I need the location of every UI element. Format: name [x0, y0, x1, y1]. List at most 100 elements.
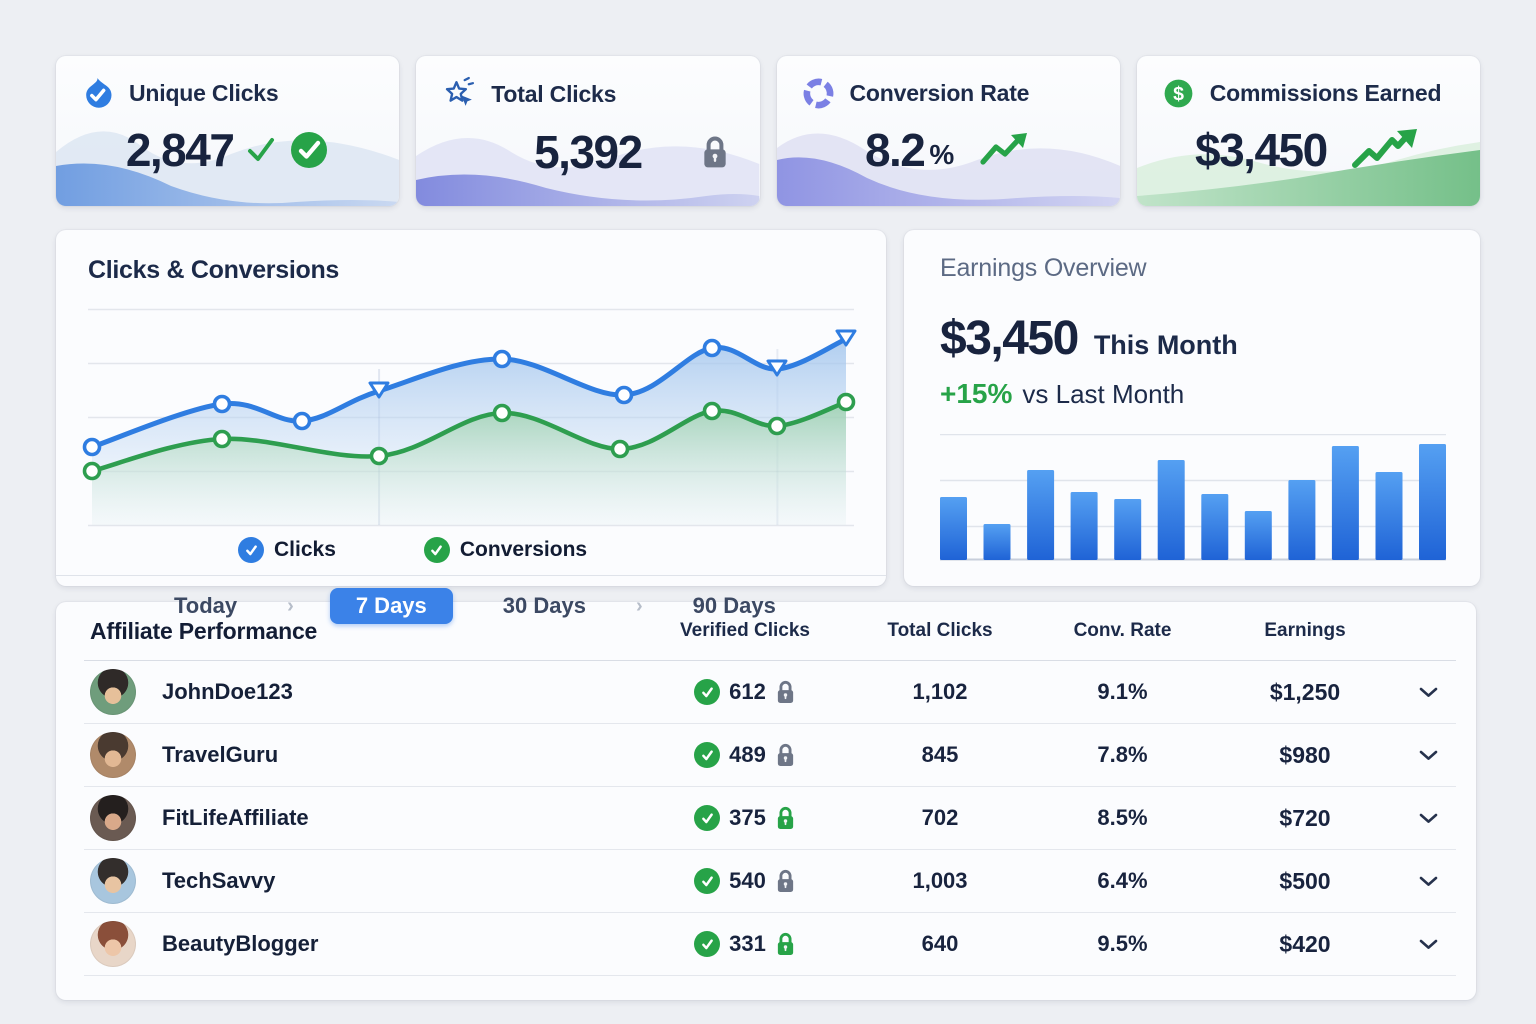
lock-icon [775, 742, 796, 768]
table-row[interactable]: TechSavvy 540 1,003 6.4% $500 [84, 850, 1456, 913]
stat-title: Commissions Earned [1209, 80, 1442, 106]
table-row[interactable]: JohnDoe123 612 1,102 9.1% $1,250 [84, 661, 1456, 724]
main-row: Clicks & Conversions Clicks Conversions [56, 230, 1480, 624]
earnings-value: $980 [1279, 741, 1331, 768]
affiliate-performance-panel: Affiliate Performance Verified Clicks To… [56, 602, 1476, 1000]
verified-check-icon [694, 805, 721, 831]
verified-clicks-value: 612 [729, 679, 766, 704]
lock-icon [775, 931, 796, 957]
avatar [90, 858, 136, 904]
total-clicks-value: 702 [921, 805, 959, 830]
segmented-ring-icon [801, 76, 836, 111]
legend-label: Conversions [459, 538, 588, 561]
lock-icon [775, 679, 796, 705]
table-row[interactable]: FitLifeAffiliate 375 702 8.5% $720 [84, 787, 1456, 850]
legend-label: Clicks [274, 538, 336, 561]
stat-title: Unique Clicks [129, 80, 279, 106]
wave-decoration [776, 133, 1120, 206]
check-badge-icon [289, 130, 329, 170]
svg-text:$: $ [1173, 83, 1184, 105]
lock-icon [700, 134, 730, 170]
verified-check-icon [694, 679, 721, 705]
chart-legend: Clicks Conversions [88, 533, 854, 567]
stat-card-total-clicks: Total Clicks 5,392 [416, 56, 760, 206]
conv-rate-value: 8.5% [1097, 805, 1148, 830]
verified-clicks-value: 331 [729, 931, 766, 956]
avatar [90, 669, 136, 715]
earnings-amount-label: This Month [1093, 330, 1238, 360]
legend-item-clicks[interactable]: Clicks [238, 537, 336, 563]
chevron-right-icon: › [287, 594, 294, 617]
earnings-value: $500 [1279, 867, 1331, 894]
verified-check-icon [694, 868, 721, 894]
affiliate-name: TechSavvy [162, 868, 276, 893]
earnings-amount: $3,450 [940, 312, 1079, 365]
table-title: Affiliate Performance [90, 617, 318, 644]
affiliate-name: FitLifeAffiliate [162, 805, 309, 830]
tab-90-days[interactable]: 90 Days [692, 593, 776, 618]
earnings-delta-label: vs Last Month [1022, 379, 1185, 409]
stat-value: $3,450 [1195, 124, 1328, 176]
chevron-down-icon[interactable] [1400, 939, 1456, 950]
earnings-overview-panel: Earnings Overview $3,450 This Month +15%… [904, 230, 1480, 586]
total-clicks-value: 1,003 [912, 868, 968, 893]
chevron-down-icon[interactable] [1400, 687, 1456, 698]
wave-decoration [416, 137, 760, 206]
table-row[interactable]: BeautyBlogger 331 640 9.5% $420 [84, 913, 1456, 976]
table-header: Affiliate Performance Verified Clicks To… [84, 602, 1456, 661]
conv-rate-value: 6.4% [1097, 868, 1148, 893]
lock-icon [775, 805, 796, 831]
conv-rate-value: 9.5% [1097, 931, 1148, 956]
conv-rate-value: 7.8% [1097, 742, 1148, 767]
chevron-down-icon[interactable] [1400, 813, 1456, 824]
earnings-title: Earnings Overview [940, 254, 1147, 282]
conversions-check-icon [423, 537, 450, 563]
verified-check-icon [694, 742, 721, 768]
dollar-circle-icon: $ [1161, 76, 1196, 111]
stat-title: Total Clicks [491, 81, 617, 107]
total-clicks-value: 845 [921, 742, 959, 767]
column-header-conv-rate: Conv. Rate [1073, 620, 1172, 641]
avatar [90, 795, 136, 841]
earnings-value: $720 [1279, 804, 1331, 831]
earnings-delta: +15% [940, 378, 1013, 409]
verified-clicks-value: 375 [729, 805, 766, 830]
tab-30-days[interactable]: 30 Days [502, 593, 586, 618]
verified-clicks-value: 540 [729, 868, 766, 893]
tab-today[interactable]: Today [174, 593, 238, 618]
verified-clicks-value: 489 [729, 742, 766, 767]
stat-cards-row: Unique Clicks 2,847 [56, 56, 1480, 206]
chevron-down-icon[interactable] [1400, 750, 1456, 761]
column-header-verified-clicks: Verified Clicks [680, 620, 810, 641]
stat-card-conversion-rate: Conversion Rate 8.2 % [776, 56, 1120, 206]
trend-up-zigzag-icon [1350, 127, 1422, 173]
stat-card-commissions: $ Commissions Earned $3,450 [1136, 56, 1480, 206]
avatar [90, 921, 136, 967]
stat-card-unique-clicks: Unique Clicks 2,847 [56, 56, 400, 206]
tab-7-days[interactable]: 7 Days [329, 588, 453, 624]
affiliate-name: BeautyBlogger [162, 931, 319, 956]
avatar [90, 732, 136, 778]
verified-check-icon [694, 931, 721, 957]
table-row[interactable]: TravelGuru 489 845 7.8% $980 [84, 724, 1456, 787]
chevron-down-icon[interactable] [1400, 876, 1456, 887]
stat-value: 8.2 [864, 124, 926, 176]
check-small-icon [246, 137, 276, 163]
chevron-right-icon: › [635, 594, 643, 617]
stat-value: 2,847 [125, 124, 235, 176]
legend-item-conversions[interactable]: Conversions [423, 537, 588, 563]
flame-check-icon [80, 76, 115, 111]
earnings-bar-chart [940, 434, 1450, 564]
column-header-earnings: Earnings [1264, 620, 1346, 641]
trend-up-icon [979, 131, 1031, 169]
stat-title: Conversion Rate [849, 80, 1030, 106]
stat-value: 5,392 [534, 126, 643, 178]
click-star-icon [440, 76, 477, 113]
earnings-value: $420 [1279, 930, 1331, 957]
stat-value-suffix: % [929, 139, 955, 170]
affiliate-name: JohnDoe123 [162, 679, 293, 704]
time-range-tabs: Today › 7 Days 30 Days › 90 Days [56, 575, 886, 627]
table-body: JohnDoe123 612 1,102 9.1% $1,250 Trav [84, 661, 1456, 976]
earnings-value: $1,250 [1269, 678, 1341, 705]
